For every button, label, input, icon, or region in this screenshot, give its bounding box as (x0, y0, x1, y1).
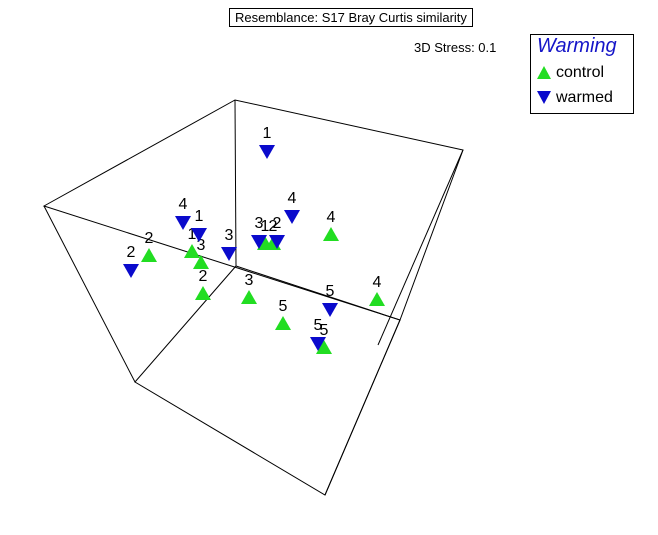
point-control-4 (241, 290, 257, 304)
point-warmed-3 (123, 264, 139, 278)
point-control-3 (195, 286, 211, 300)
point-label-control-1: 2 (145, 230, 154, 247)
point-label-control-0: 1 (188, 226, 197, 243)
point-label-warmed-1: 4 (179, 196, 188, 213)
point-warmed-4 (221, 247, 237, 261)
point-warmed-2 (191, 228, 207, 242)
legend-label-warmed: warmed (556, 89, 613, 106)
point-warmed-0 (259, 145, 275, 159)
point-warmed-7 (284, 210, 300, 224)
point-warmed-1 (175, 216, 191, 230)
point-label-warmed-8: 5 (326, 283, 335, 300)
point-warmed-6 (269, 235, 285, 249)
point-label-warmed-6: 2 (273, 215, 282, 232)
stress-annotation: 3D Stress: 0.1 (414, 40, 497, 55)
point-label-control-8: 4 (327, 209, 336, 226)
legend: Warming control warmed (530, 34, 634, 114)
triangle-up-icon (537, 66, 551, 79)
point-label-warmed-3: 2 (127, 244, 136, 261)
point-label-control-6: 1 (261, 218, 270, 235)
point-control-10 (316, 340, 332, 354)
point-warmed-9 (310, 337, 326, 351)
cube-frame (42, 99, 464, 496)
point-label-control-10: 5 (320, 322, 329, 339)
point-label-control-9: 4 (373, 274, 382, 291)
point-control-1 (141, 248, 157, 262)
point-warmed-5 (251, 235, 267, 249)
point-label-control-7: 2 (269, 218, 278, 235)
legend-title: Warming (537, 35, 617, 57)
chart-title: Resemblance: S17 Bray Curtis similarity (229, 8, 473, 27)
point-label-warmed-0: 1 (263, 125, 272, 142)
point-label-warmed-7: 4 (288, 190, 297, 207)
point-label-control-4: 3 (245, 272, 254, 289)
point-warmed-8 (322, 303, 338, 317)
point-control-9 (369, 292, 385, 306)
point-control-2 (193, 255, 209, 269)
point-label-control-3: 2 (199, 268, 208, 285)
legend-label-control: control (556, 64, 605, 81)
point-label-control-5: 5 (279, 298, 288, 315)
legend-item-control: control (537, 64, 604, 82)
point-label-warmed-4: 3 (225, 227, 234, 244)
point-control-0 (184, 244, 200, 258)
legend-item-warmed: warmed (537, 89, 613, 107)
triangle-down-icon (537, 91, 551, 104)
point-label-warmed-5: 3 (255, 215, 264, 232)
point-control-8 (323, 227, 339, 241)
point-label-warmed-9: 5 (314, 317, 323, 334)
point-label-warmed-2: 1 (195, 208, 204, 225)
point-label-control-2: 3 (197, 237, 206, 254)
point-control-5 (275, 316, 291, 330)
